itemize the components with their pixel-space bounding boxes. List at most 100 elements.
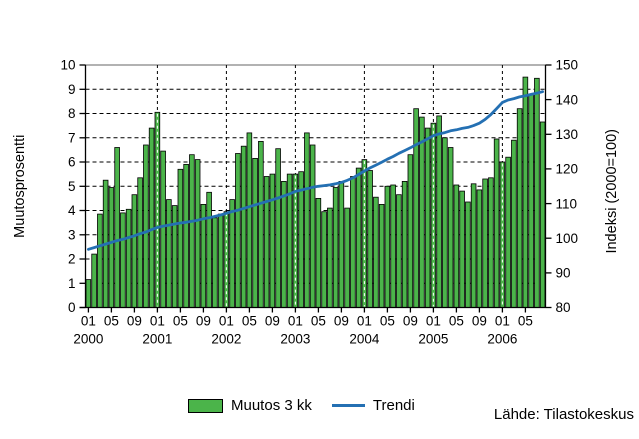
bar: [511, 139, 517, 308]
bar: [194, 159, 201, 308]
svg-text:150: 150: [556, 58, 579, 73]
svg-text:2003: 2003: [280, 332, 310, 347]
bar: [166, 199, 172, 308]
bar: [217, 213, 224, 308]
bar-swatch-icon: [188, 398, 223, 413]
bar: [465, 201, 471, 308]
bar: [235, 153, 241, 308]
svg-text:09: 09: [127, 314, 142, 329]
legend-label-trendi: Trendi: [372, 397, 415, 414]
svg-text:05: 05: [380, 314, 395, 329]
bar: [91, 253, 97, 308]
svg-text:110: 110: [556, 196, 578, 211]
left-axis-title: Muutosprosentti: [12, 135, 28, 238]
bar: [482, 178, 488, 308]
svg-text:2004: 2004: [349, 332, 380, 347]
bar: [309, 144, 316, 308]
bar: [131, 194, 138, 308]
bar: [522, 76, 529, 308]
bar: [269, 173, 276, 308]
bar: [373, 196, 379, 308]
svg-text:05: 05: [518, 314, 533, 329]
bar: [281, 180, 287, 308]
bar: [396, 194, 402, 308]
svg-text:01: 01: [357, 314, 372, 329]
bar: [493, 138, 500, 308]
bar: [424, 127, 431, 308]
legend-label-muutos: Muutos 3 kk: [231, 397, 312, 414]
bar: [258, 140, 264, 308]
bar: [378, 203, 385, 308]
svg-text:5: 5: [68, 179, 76, 194]
svg-text:01: 01: [150, 314, 165, 329]
bar: [137, 177, 143, 308]
source-text: Lähde: Tilastokeskus: [493, 406, 634, 423]
svg-text:140: 140: [556, 92, 579, 107]
bar: [85, 279, 92, 308]
bar: [275, 148, 281, 308]
bar: [419, 116, 425, 308]
trend-line: [87, 90, 544, 251]
right-axis-ticks: 80 90 100 110 120 130 140 150: [545, 58, 579, 315]
bar: [488, 177, 494, 308]
legend: Muutos 3 kk Trendi: [188, 397, 415, 414]
bar: [539, 121, 546, 308]
svg-text:05: 05: [173, 314, 188, 329]
bar: [470, 183, 477, 308]
svg-text:05: 05: [449, 314, 464, 329]
bar: [355, 167, 362, 308]
bar: [447, 147, 454, 308]
left-axis-ticks: 0 1 2 3 4 5 6 7 8 9 10: [60, 58, 86, 315]
bar: [212, 217, 218, 308]
bar: [263, 176, 270, 308]
svg-text:09: 09: [196, 314, 211, 329]
bar: [114, 147, 120, 308]
bar: [350, 176, 356, 308]
svg-text:05: 05: [242, 314, 257, 329]
legend-item-muutos: Muutos 3 kk: [188, 397, 312, 414]
svg-text:2: 2: [68, 252, 76, 267]
bar: [384, 185, 391, 309]
svg-text:2000: 2000: [73, 332, 103, 347]
svg-text:9: 9: [68, 82, 76, 97]
right-axis-title: Indeksi (2000=100): [604, 129, 620, 254]
bar: [442, 137, 448, 309]
svg-text:120: 120: [556, 162, 579, 177]
bar: [407, 154, 414, 308]
svg-text:90: 90: [556, 266, 571, 281]
bar: [327, 207, 333, 308]
svg-text:09: 09: [472, 314, 487, 329]
svg-text:130: 130: [556, 127, 579, 142]
bar: [332, 187, 339, 308]
bar: [367, 170, 373, 308]
bar: [321, 211, 327, 308]
bar: [298, 171, 304, 308]
bar: [108, 187, 115, 308]
svg-text:09: 09: [265, 314, 280, 329]
svg-text:3: 3: [68, 227, 76, 242]
svg-text:2005: 2005: [418, 332, 448, 347]
bar: [505, 156, 511, 308]
bar: [189, 154, 195, 308]
bar: [177, 168, 184, 308]
svg-text:01: 01: [219, 314, 234, 329]
svg-text:7: 7: [68, 130, 76, 145]
bar: [240, 145, 247, 308]
svg-text:09: 09: [334, 314, 349, 329]
svg-text:1: 1: [68, 276, 76, 291]
svg-text:05: 05: [104, 314, 119, 329]
svg-text:0: 0: [68, 300, 76, 315]
bar: [453, 184, 460, 308]
svg-text:8: 8: [68, 106, 76, 121]
svg-text:01: 01: [495, 314, 510, 329]
bar: [206, 191, 212, 308]
svg-text:10: 10: [60, 58, 75, 73]
bar: [125, 208, 132, 308]
bar: [183, 163, 189, 308]
bar: [338, 180, 345, 308]
svg-text:100: 100: [556, 231, 579, 246]
svg-text:01: 01: [81, 314, 96, 329]
